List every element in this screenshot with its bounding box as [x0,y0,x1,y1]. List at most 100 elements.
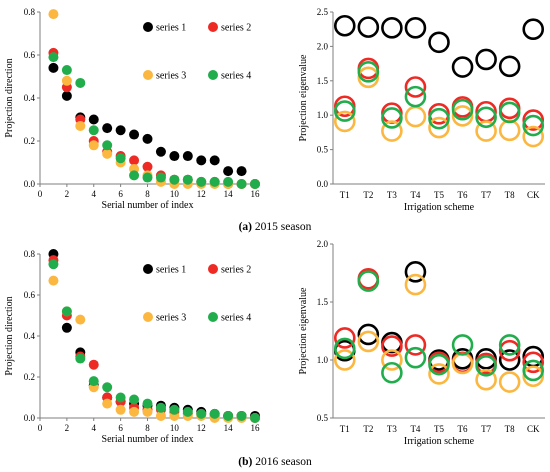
legend-label-series-4: series 4 [221,71,251,82]
y-tick-label: 0.2 [24,136,35,146]
series-3-point [102,148,113,159]
x-tick-label: T2 [363,190,373,200]
series-4-point [498,101,521,124]
legend-marker-series-2 [208,22,218,32]
series-4-point [236,410,247,421]
series-4-point [102,382,113,393]
legend-label-series-1: series 1 [156,23,186,34]
legend-label-series-1: series 1 [156,265,186,276]
series-2-point [404,334,427,356]
series-4-point [169,174,180,185]
x-tick-label: T8 [505,424,515,434]
x-tick-label: T3 [387,190,397,200]
caption-2016-text: 2016 season [252,456,312,468]
series-4-point [475,354,497,377]
series-1-point [196,155,207,166]
series-4-point [61,65,72,76]
y-tick-label: 2.5 [317,7,329,17]
series-1-point [182,151,193,162]
legend-marker-series-2 [208,264,218,274]
series-4-point [428,107,450,130]
series-4-point [250,413,260,423]
x-axis-title: Serial number of index [102,200,194,211]
series-1-point [404,17,427,39]
series-4-point [236,179,247,189]
series-4-point [522,114,545,137]
series-1-point [61,322,72,333]
x-tick-label: T7 [481,424,491,434]
x-tick-label: CK [527,190,540,200]
series-4-point [142,398,153,409]
series-1-point [428,31,450,54]
chart-2016-projection-eigenvalue: 0.5 1.0 1.5 2.0 T1 T2 T3 T4 T5 T6 T7 T8 CK Irrigation… [298,239,545,447]
series-4-point [223,176,234,187]
legend-label-series-4: series 4 [221,313,251,324]
series-3-point [75,120,86,131]
x-tick-label: 12 [197,189,206,199]
series-2-point [381,335,403,357]
y-tick-label: 2.0 [317,41,329,51]
y-tick-label: 2.0 [317,239,329,249]
series-1-point [129,129,140,140]
legend-label-series-2: series 2 [221,265,251,276]
x-tick-label: T1 [340,424,350,434]
series-3-point [155,410,166,421]
series-3-point [404,105,427,128]
legend-marker-series-3 [143,312,153,322]
x-tick-label: 0 [38,189,43,199]
series-2-point [498,339,521,362]
y-tick-label: 1.0 [317,355,329,365]
series-4-point [333,337,356,360]
series-3-point [451,352,474,375]
y-tick-label: 0.2 [24,372,35,382]
caption-2016: (b) 2016 season [238,456,312,468]
x-tick-label: 12 [197,423,206,433]
legend-label-series-2: series 2 [221,23,251,34]
y-tick-label: 0.8 [24,249,36,259]
x-tick-label: 10 [170,423,180,433]
legend-marker-series-1 [143,264,153,274]
x-tick-label: 2 [65,189,70,199]
y-axis-title: Projection direction [4,296,15,375]
series-4-point [428,353,450,376]
x-tick-label: T2 [363,424,373,434]
series-1-point [142,133,153,144]
series-4-point [196,408,207,419]
series-1-point [498,55,521,78]
legend-label-series-3: series 3 [156,313,186,324]
series-3-point [381,349,403,371]
series-1-point [451,56,474,78]
series-2-point [142,161,153,172]
series-4-point [357,270,380,292]
series-4-point [451,98,474,121]
caption-2016-prefix: (b) [238,456,252,468]
series-4-point [475,106,497,129]
x-tick-label: T6 [458,424,468,434]
x-tick-label: 6 [118,189,123,199]
series-1-point [475,48,497,71]
series-1-point [498,349,521,371]
chart-2016-projection-direction: 0.0 0.2 0.4 0.6 0.8 0 2 4 6 8 10 12 14 16 Serial numbe… [4,249,260,445]
series-4-point [75,353,86,364]
series-4-point [404,85,427,108]
x-tick-label: T3 [387,424,397,434]
y-axis-title: Projection eigenvalue [298,54,309,141]
chart-2015-projection-direction: 0.0 0.2 0.4 0.6 0.8 0 2 4 6 8 10 12 14 16 Serial numbe… [4,7,260,211]
series-3-point [498,371,521,393]
series-4-point [182,174,193,185]
x-tick-label: 16 [251,423,261,433]
y-tick-label: 0.0 [317,179,329,189]
series-4-point [209,408,220,419]
series-1-point [48,62,59,73]
series-1-point [169,151,180,162]
x-tick-label: T5 [434,190,444,200]
series-1-point [155,146,166,157]
x-tick-label: T5 [434,424,444,434]
y-tick-label: 0.0 [24,179,36,189]
series-3-point [428,363,450,385]
series-4-point [129,394,140,405]
series-4-point [48,259,59,270]
series-4-point [75,77,86,88]
legend-marker-series-4 [208,312,218,322]
legend-marker-series-1 [143,22,153,32]
